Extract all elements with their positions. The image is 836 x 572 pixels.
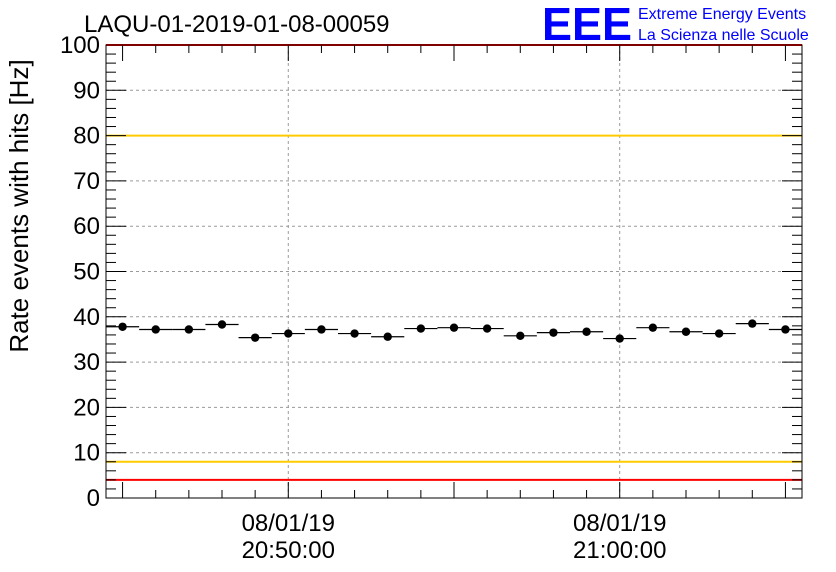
y-tick-label: 90 xyxy=(73,77,100,104)
y-tick-label: 10 xyxy=(73,440,100,467)
y-tick-label: 50 xyxy=(73,259,100,286)
data-point xyxy=(317,325,326,334)
data-point xyxy=(582,327,591,336)
data-point xyxy=(615,334,624,343)
x-tick-label-date: 08/01/19 xyxy=(242,510,335,537)
x-tick-label-time: 21:00:00 xyxy=(573,537,666,564)
data-point xyxy=(284,329,293,338)
x-tick-label-date: 08/01/19 xyxy=(573,510,666,537)
axis-ticks xyxy=(106,44,802,499)
data-point xyxy=(748,319,757,328)
y-tick-label: 0 xyxy=(87,485,100,512)
data-point xyxy=(151,325,160,334)
y-tick-label: 60 xyxy=(73,213,100,240)
data-point xyxy=(781,325,790,334)
data-point xyxy=(118,322,127,331)
data-point xyxy=(482,324,492,333)
grid-lines xyxy=(106,45,802,498)
reference-lines xyxy=(106,44,802,481)
data-point xyxy=(350,329,359,338)
x-tick-label-time: 20:50:00 xyxy=(242,537,335,564)
eee-logo: EEE xyxy=(542,0,632,50)
y-tick-label: 40 xyxy=(73,304,100,331)
y-tick-label: 70 xyxy=(73,168,100,195)
data-point xyxy=(184,325,194,334)
y-tick-label: 80 xyxy=(73,123,100,150)
y-tick-label: 30 xyxy=(73,349,100,376)
data-point xyxy=(549,328,558,337)
data-point xyxy=(714,329,724,338)
run-title: LAQU-01-2019-01-08-00059 xyxy=(84,11,390,38)
data-point xyxy=(516,331,525,341)
y-axis-title: Rate events with hits [Hz] xyxy=(4,59,34,352)
data-point xyxy=(449,323,459,332)
data-point xyxy=(383,332,392,341)
y-tick-label: 100 xyxy=(60,32,100,59)
data-point xyxy=(217,320,227,329)
data-points xyxy=(106,319,802,343)
data-point xyxy=(648,323,658,332)
data-point xyxy=(416,324,426,333)
data-point xyxy=(250,333,260,342)
logo-subtitle-1: Extreme Energy Events xyxy=(638,6,806,23)
y-tick-label: 20 xyxy=(73,394,100,421)
y-tick-labels: 0 10 20 30 40 50 60 70 80 90 100 xyxy=(60,32,100,512)
data-point xyxy=(681,327,691,336)
logo-subtitle-2: La Scienza nelle Scuole xyxy=(638,27,809,44)
